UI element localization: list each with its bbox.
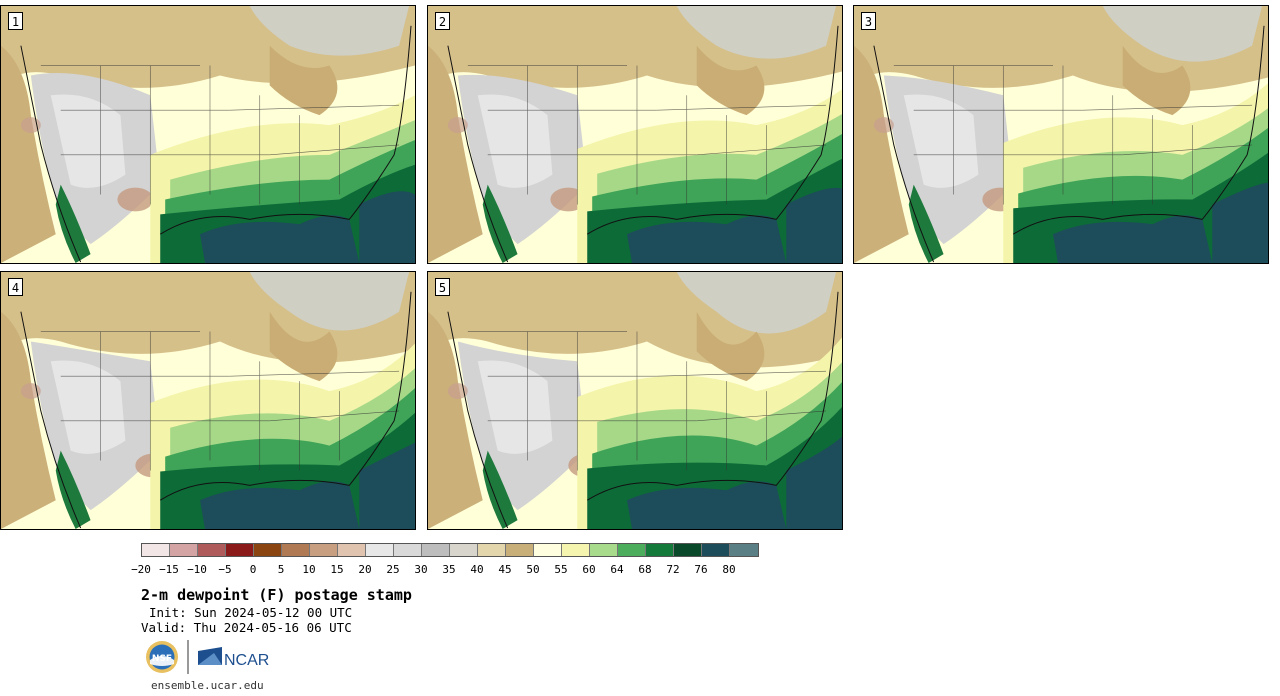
dewpoint-map: [1, 272, 415, 529]
colorbar-tick-label: 5: [277, 563, 285, 576]
ncar-logo: NCAR: [198, 647, 269, 669]
colorbar-swatch: [422, 544, 450, 556]
dewpoint-map: [428, 272, 842, 529]
colorbar-swatch: [562, 544, 590, 556]
colorbar-swatch: [198, 544, 226, 556]
website-url: ensemble.ucar.edu: [151, 679, 264, 692]
colorbar-tick-label: 72: [666, 563, 680, 576]
colorbar-tick-label: 45: [498, 563, 512, 576]
colorbar-swatch: [170, 544, 198, 556]
colorbar-swatch: [254, 544, 282, 556]
colorbar-tick-label: 64: [610, 563, 624, 576]
colorbar-tick-label: 30: [414, 563, 428, 576]
colorbar-tick-label: 10: [302, 563, 316, 576]
colorbar-swatch: [338, 544, 366, 556]
colorbar-tick-label: 60: [582, 563, 596, 576]
colorbar-tick-label: −20: [131, 563, 151, 576]
forecast-panel-2: 2: [427, 5, 843, 264]
colorbar-swatch: [142, 544, 170, 556]
colorbar-swatch: [366, 544, 394, 556]
forecast-panel-1: 1: [0, 5, 416, 264]
colorbar-swatch: [450, 544, 478, 556]
colorbar-tick-label: 68: [638, 563, 652, 576]
colorbar-swatch: [702, 544, 730, 556]
forecast-panel-4: 4: [0, 271, 416, 530]
plot-title: 2-m dewpoint (F) postage stamp: [141, 586, 412, 604]
colorbar-swatch: [674, 544, 702, 556]
colorbar-swatch: [478, 544, 506, 556]
colorbar-ticks: −20 −15 −10 −5 0 5 10 15 20 25 30 35 40 45 50 55 60 64 68 7…: [131, 563, 756, 577]
colorbar-tick-label: 40: [470, 563, 484, 576]
colorbar-tick-label: 20: [358, 563, 372, 576]
colorbar: [141, 543, 759, 557]
colorbar-tick-label: −5: [218, 563, 232, 576]
colorbar-tick-label: −15: [159, 563, 179, 576]
colorbar-swatch: [646, 544, 674, 556]
dewpoint-map: [428, 6, 842, 263]
colorbar-tick-label: 76: [694, 563, 708, 576]
forecast-panel-5: 5: [427, 271, 843, 530]
colorbar-swatch: [310, 544, 338, 556]
colorbar-tick-label: 25: [386, 563, 400, 576]
panel-number: 5: [435, 278, 450, 296]
panel-number: 3: [861, 12, 876, 30]
panel-number: 1: [8, 12, 23, 30]
forecast-panel-3: 3: [853, 5, 1269, 264]
panel-number: 2: [435, 12, 450, 30]
colorbar-swatch: [394, 544, 422, 556]
colorbar-swatch: [282, 544, 310, 556]
colorbar-tick-label: 55: [554, 563, 568, 576]
colorbar-swatch: [534, 544, 562, 556]
colorbar-tick-label: 15: [330, 563, 344, 576]
nsf-logo: NSF: [146, 641, 178, 673]
colorbar-tick-label: 0: [249, 563, 257, 576]
dewpoint-map: [854, 6, 1268, 263]
init-time: Init: Sun 2024-05-12 00 UTC: [149, 605, 353, 620]
colorbar-tick-label: −10: [187, 563, 207, 576]
svg-text:NSF: NSF: [152, 654, 172, 664]
colorbar-swatch: [618, 544, 646, 556]
panel-number: 4: [8, 278, 23, 296]
colorbar-tick-label: 80: [722, 563, 736, 576]
valid-time: Valid: Thu 2024-05-16 06 UTC: [141, 620, 352, 635]
logos: NSF NCAR: [144, 638, 274, 676]
colorbar-tick-label: 35: [442, 563, 456, 576]
svg-text:NCAR: NCAR: [224, 652, 269, 669]
colorbar-swatch: [226, 544, 254, 556]
colorbar-swatch: [730, 544, 758, 556]
colorbar-swatch: [590, 544, 618, 556]
colorbar-swatch: [506, 544, 534, 556]
colorbar-tick-label: 50: [526, 563, 540, 576]
dewpoint-map: [1, 6, 415, 263]
